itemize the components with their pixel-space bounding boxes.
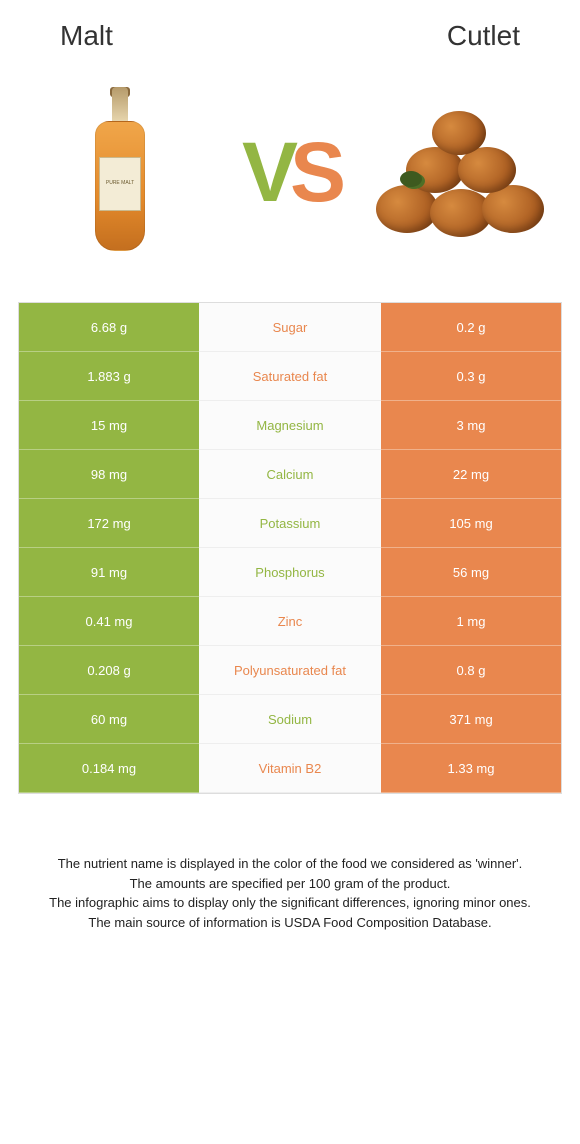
table-row: 15 mgMagnesium3 mg: [19, 401, 561, 450]
cell-left: 60 mg: [19, 695, 199, 744]
hero: PURE MALT VS: [0, 62, 580, 302]
cell-nutrient: Zinc: [199, 597, 381, 646]
cell-right: 0.8 g: [381, 646, 561, 695]
table-row: 98 mgCalcium22 mg: [19, 450, 561, 499]
cell-right: 3 mg: [381, 401, 561, 450]
malt-image: PURE MALT: [30, 72, 210, 272]
vs-s: S: [290, 125, 338, 219]
cutlet-image: [370, 72, 550, 272]
cell-right: 0.2 g: [381, 303, 561, 352]
cell-left: 1.883 g: [19, 352, 199, 401]
cell-left: 98 mg: [19, 450, 199, 499]
cell-right: 1.33 mg: [381, 744, 561, 793]
header: Malt Cutlet: [0, 0, 580, 62]
cell-nutrient: Phosphorus: [199, 548, 381, 597]
cell-right: 0.3 g: [381, 352, 561, 401]
title-right: Cutlet: [447, 20, 520, 52]
cell-left: 6.68 g: [19, 303, 199, 352]
cell-nutrient: Sugar: [199, 303, 381, 352]
table-row: 172 mgPotassium105 mg: [19, 499, 561, 548]
cell-right: 1 mg: [381, 597, 561, 646]
cell-right: 105 mg: [381, 499, 561, 548]
footer-line-1: The nutrient name is displayed in the co…: [40, 854, 540, 874]
table-row: 91 mgPhosphorus56 mg: [19, 548, 561, 597]
cell-nutrient: Sodium: [199, 695, 381, 744]
cell-left: 0.208 g: [19, 646, 199, 695]
nutrient-table: 6.68 gSugar0.2 g1.883 gSaturated fat0.3 …: [18, 302, 562, 794]
cell-nutrient: Saturated fat: [199, 352, 381, 401]
footer-line-3: The infographic aims to display only the…: [40, 893, 540, 913]
table-row: 60 mgSodium371 mg: [19, 695, 561, 744]
cell-right: 22 mg: [381, 450, 561, 499]
cell-left: 15 mg: [19, 401, 199, 450]
cutlets-icon: [370, 97, 550, 247]
cell-nutrient: Polyunsaturated fat: [199, 646, 381, 695]
title-left: Malt: [60, 20, 113, 52]
cell-nutrient: Calcium: [199, 450, 381, 499]
cell-left: 172 mg: [19, 499, 199, 548]
table-row: 0.184 mgVitamin B21.33 mg: [19, 744, 561, 793]
cell-right: 56 mg: [381, 548, 561, 597]
cell-right: 371 mg: [381, 695, 561, 744]
table-row: 1.883 gSaturated fat0.3 g: [19, 352, 561, 401]
footer-notes: The nutrient name is displayed in the co…: [0, 794, 580, 932]
table-row: 6.68 gSugar0.2 g: [19, 303, 561, 352]
vs-label: VS: [242, 124, 338, 221]
bottle-label: PURE MALT: [99, 157, 141, 211]
cell-nutrient: Vitamin B2: [199, 744, 381, 793]
table-row: 0.208 gPolyunsaturated fat0.8 g: [19, 646, 561, 695]
cell-left: 91 mg: [19, 548, 199, 597]
footer-line-2: The amounts are specified per 100 gram o…: [40, 874, 540, 894]
table-row: 0.41 mgZinc1 mg: [19, 597, 561, 646]
cell-nutrient: Potassium: [199, 499, 381, 548]
vs-v: V: [242, 125, 290, 219]
cell-nutrient: Magnesium: [199, 401, 381, 450]
cell-left: 0.41 mg: [19, 597, 199, 646]
cell-left: 0.184 mg: [19, 744, 199, 793]
footer-line-4: The main source of information is USDA F…: [40, 913, 540, 933]
bottle-icon: PURE MALT: [90, 87, 150, 257]
